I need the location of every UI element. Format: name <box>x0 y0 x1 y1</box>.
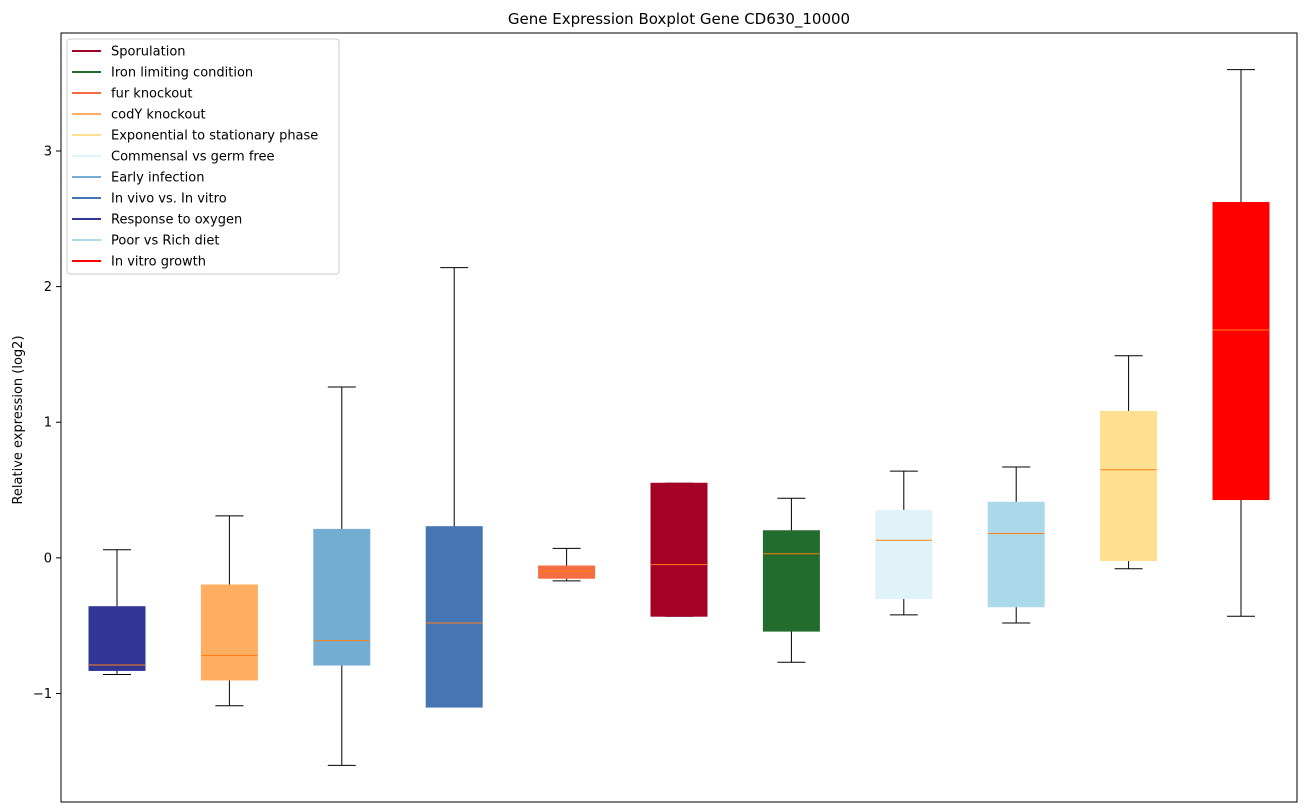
legend-item: Commensal vs germ free <box>72 150 274 165</box>
legend-label: Iron limiting condition <box>111 66 253 81</box>
box <box>1100 410 1158 562</box>
y-tick-label: 0 <box>44 551 52 566</box>
plot-frame <box>60 32 1298 803</box>
box <box>762 530 820 632</box>
box-group <box>88 549 146 676</box>
legend-item: fur knockout <box>72 87 193 102</box>
legend-item: In vivo vs. In vitro <box>72 192 227 207</box>
box-group <box>762 497 820 663</box>
box-group <box>200 515 258 707</box>
legend-item: Poor vs Rich diet <box>72 234 219 249</box>
legend-item: Early infection <box>72 171 204 186</box>
y-axis-label: Relative expression (log2) <box>11 335 26 504</box>
box-group <box>875 470 933 616</box>
box-group <box>650 482 708 617</box>
legend-item: In vitro growth <box>72 255 206 270</box>
legend-label: Commensal vs germ free <box>111 150 274 165</box>
box-group <box>313 386 371 766</box>
box-group <box>425 267 483 708</box>
box <box>425 526 483 708</box>
legend-label: Exponential to stationary phase <box>111 129 318 144</box>
legend-item: Iron limiting condition <box>72 66 253 81</box>
box <box>538 565 596 579</box>
legend-label: Sporulation <box>111 45 186 60</box>
y-axis: −1 0 1 2 3 <box>33 144 61 702</box>
legend-item: codY knockout <box>72 108 206 123</box>
box <box>200 584 258 681</box>
box <box>987 501 1045 608</box>
box-group <box>987 466 1045 624</box>
legend-label: fur knockout <box>111 87 193 102</box>
legend: Sporulation Iron limiting condition fur kn… <box>66 38 340 275</box>
legend-item: Response to oxygen <box>72 213 242 228</box>
legend-label: In vitro growth <box>111 255 206 270</box>
legend-label: Poor vs Rich diet <box>111 234 219 249</box>
legend-item: Exponential to stationary phase <box>72 129 318 144</box>
legend-item: Sporulation <box>72 45 186 60</box>
legend-frame <box>66 38 340 275</box>
box <box>650 482 708 617</box>
box-group <box>1212 69 1270 617</box>
plot-area <box>88 69 1270 766</box>
box-group <box>1100 355 1158 570</box>
y-tick-label: 3 <box>44 144 52 159</box>
legend-label: Early infection <box>111 171 204 186</box>
y-tick-label: 2 <box>44 280 52 295</box>
legend-label: Response to oxygen <box>111 213 242 228</box>
y-tick-label: 1 <box>44 416 52 431</box>
y-tick-label: −1 <box>33 687 52 702</box>
box <box>875 509 933 600</box>
box <box>1212 202 1270 501</box>
box <box>313 528 371 666</box>
legend-label: codY knockout <box>111 108 206 123</box>
chart-title: Gene Expression Boxplot Gene CD630_10000 <box>508 10 850 29</box>
box <box>88 606 146 671</box>
box-group <box>538 547 596 582</box>
legend-label: In vivo vs. In vitro <box>111 192 227 207</box>
